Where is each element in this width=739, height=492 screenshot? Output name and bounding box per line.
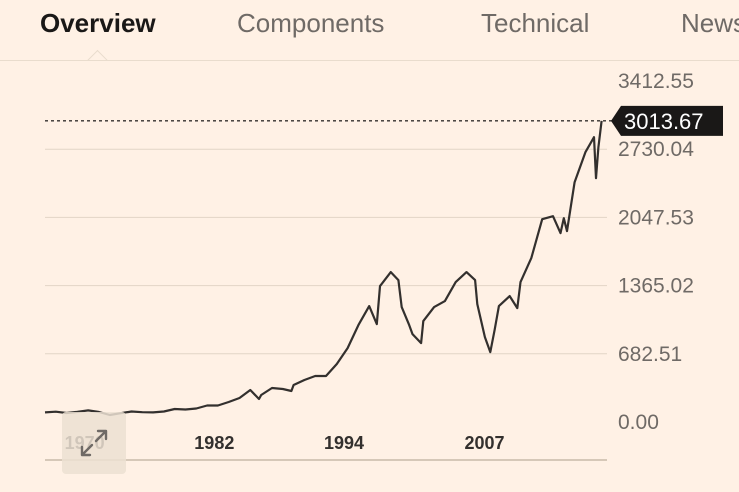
price-chart: 0.00 682.51 1365.02 2047.53 2730.04 3412.55 1… [0, 61, 739, 492]
last-value-label-background [611, 105, 723, 136]
expand-chart-button[interactable] [62, 412, 126, 474]
tab-news[interactable]: News [681, 8, 739, 38]
line-chart: 0.00 682.51 1365.02 2047.53 2730.04 3412.55 1… [44, 70, 723, 461]
y-tick-label: 3412.55 [618, 70, 694, 93]
y-tick-label: 2730.04 [618, 138, 694, 161]
series-line [44, 120, 603, 417]
y-tick-label: 1365.02 [618, 275, 694, 298]
last-value-label-text: 3013.67 [624, 109, 704, 134]
x-axis-ticks: 1970198219942007 [65, 433, 505, 453]
expand-arrows-icon [80, 429, 108, 457]
last-value-label: 3013.67 [611, 105, 723, 136]
x-tick-label: 1982 [194, 433, 234, 453]
tab-bar: Overview Components Technical News [0, 0, 739, 61]
y-tick-label: 0.00 [618, 411, 659, 434]
grid-lines [45, 148, 607, 355]
tab-overview[interactable]: Overview [40, 8, 156, 38]
tab-technical[interactable]: Technical [481, 8, 590, 38]
x-tick-label: 1994 [324, 433, 364, 453]
tab-components[interactable]: Components [237, 8, 385, 38]
y-tick-label: 2047.53 [618, 206, 694, 229]
y-tick-label: 682.51 [618, 343, 682, 366]
y-axis-ticks: 0.00 682.51 1365.02 2047.53 2730.04 3412.55 [618, 70, 694, 434]
active-tab-pointer [86, 49, 109, 60]
x-tick-label: 2007 [465, 433, 505, 453]
